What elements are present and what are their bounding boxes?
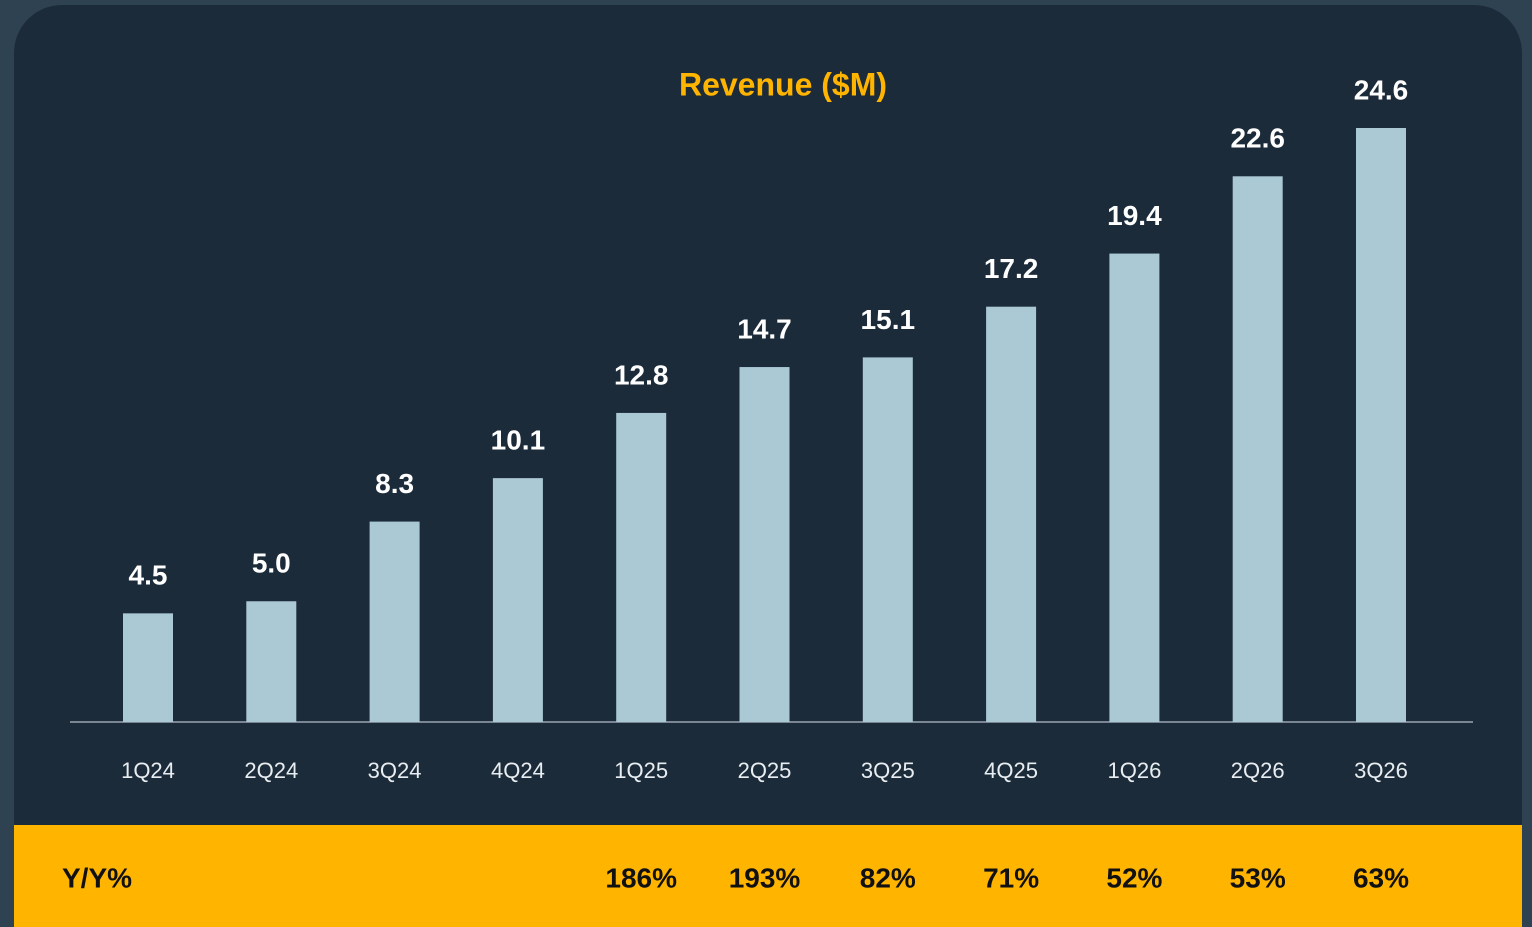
bar	[246, 601, 297, 722]
growth-value: 193%	[729, 862, 801, 893]
value-label: 22.6	[1230, 123, 1285, 154]
bar	[1232, 176, 1283, 723]
x-tick-label: 4Q24	[491, 758, 545, 783]
x-tick-label: 1Q25	[614, 758, 668, 783]
x-tick-label: 3Q24	[368, 758, 422, 783]
chart-title: Revenue ($M)	[679, 66, 887, 102]
value-label: 10.1	[491, 425, 546, 456]
growth-value: 53%	[1230, 862, 1286, 893]
x-tick-label: 3Q25	[861, 758, 915, 783]
value-label: 5.0	[252, 548, 291, 579]
growth-value: 52%	[1106, 862, 1162, 893]
bar	[1109, 253, 1160, 722]
bar	[986, 306, 1037, 722]
x-tick-label: 2Q26	[1231, 758, 1285, 783]
x-tick-label: 3Q26	[1354, 758, 1408, 783]
bar	[739, 367, 790, 722]
value-label: 17.2	[984, 253, 1039, 284]
x-tick-label: 4Q25	[984, 758, 1038, 783]
value-label: 14.7	[737, 313, 792, 344]
value-label: 8.3	[375, 468, 414, 499]
bar	[1356, 128, 1406, 722]
value-label: 15.1	[861, 304, 916, 335]
bar	[616, 412, 667, 722]
x-tick-label: 2Q25	[738, 758, 792, 783]
growth-value: 82%	[860, 862, 916, 893]
growth-value: 186%	[605, 862, 677, 893]
growth-band	[14, 825, 1522, 927]
bar	[492, 478, 543, 722]
x-tick-label: 2Q24	[244, 758, 298, 783]
growth-value: 71%	[983, 862, 1039, 893]
growth-label: Y/Y%	[62, 862, 132, 893]
value-label: 19.4	[1107, 200, 1162, 231]
value-label: 12.8	[614, 359, 669, 390]
bar	[862, 357, 913, 722]
value-label: 24.6	[1354, 74, 1409, 105]
bar	[123, 613, 173, 722]
value-label: 4.5	[129, 560, 168, 591]
x-tick-label: 1Q26	[1107, 758, 1161, 783]
bar	[369, 521, 420, 722]
x-tick-label: 1Q24	[121, 758, 175, 783]
growth-value: 63%	[1353, 862, 1409, 893]
